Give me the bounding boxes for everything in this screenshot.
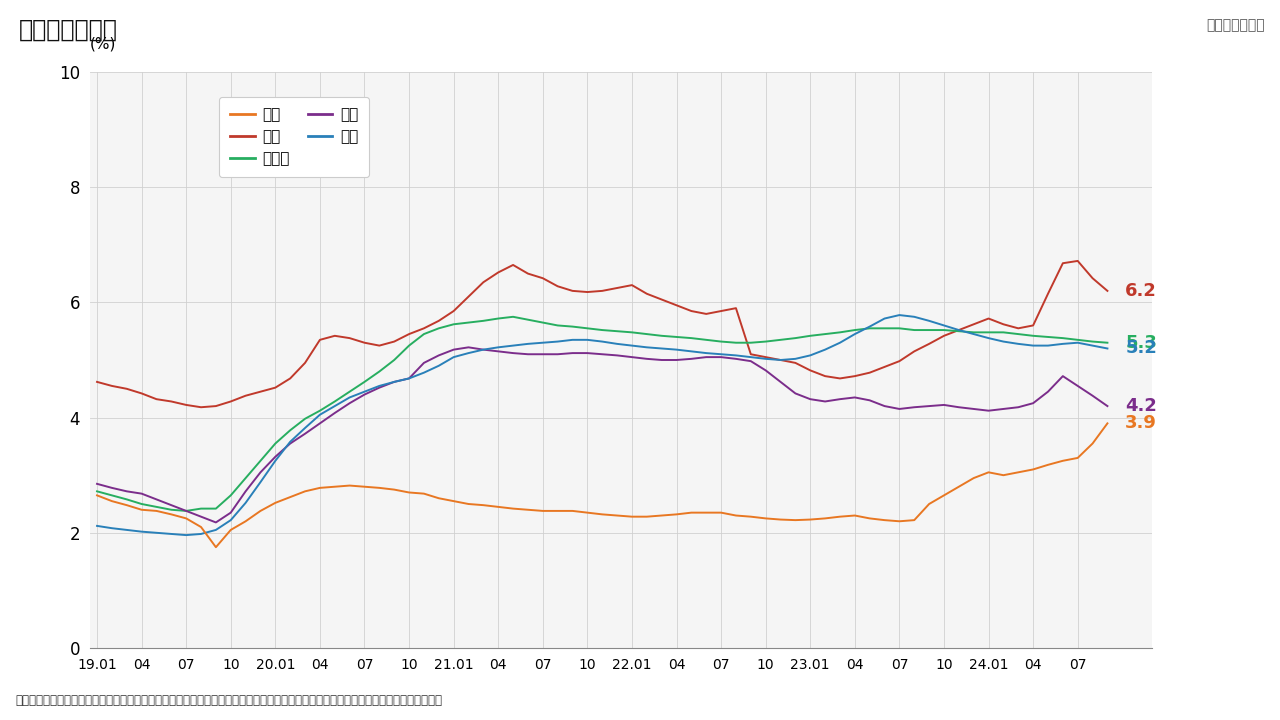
Text: 地方城市空置率: 地方城市空置率 <box>19 18 118 42</box>
Text: 6.2: 6.2 <box>1125 282 1157 300</box>
Text: 5.3: 5.3 <box>1125 334 1157 352</box>
Text: 出處：三鬼商事: 出處：三鬼商事 <box>1206 18 1265 32</box>
Text: (%): (%) <box>90 37 116 52</box>
Text: 本報告所刊數據力求準確無誤，但仍可能會因某些原因而存在錯誤。對於用戶使用本報告進行判斷的一切活動，本公司概不承擔任何責任。: 本報告所刊數據力求準確無誤，但仍可能會因某些原因而存在錯誤。對於用戶使用本報告進… <box>15 694 443 707</box>
Text: 3.9: 3.9 <box>1125 415 1157 432</box>
Text: 4.2: 4.2 <box>1125 397 1157 415</box>
Legend: 札幌, 仙台, 名古屋, 大阪, 福岡: 札幌, 仙台, 名古屋, 大阪, 福岡 <box>219 97 369 177</box>
Text: 5.2: 5.2 <box>1125 339 1157 357</box>
